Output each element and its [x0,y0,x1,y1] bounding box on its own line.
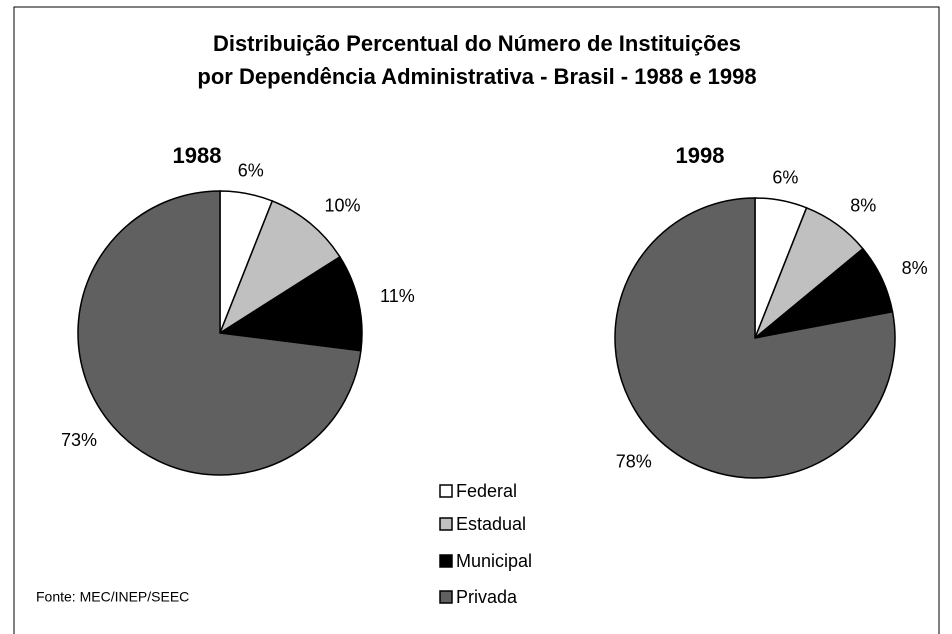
pie-title: 1998 [676,143,725,168]
source-note: Fonte: MEC/INEP/SEEC [36,589,189,605]
legend-label: Federal [456,481,517,501]
legend-label: Municipal [456,551,532,571]
pie-slice [77,190,362,476]
legend-swatch [439,590,453,604]
data-label: 73% [61,430,97,450]
data-label: 8% [902,258,928,278]
chart-title: por Dependência Administrativa - Brasil … [197,64,756,89]
data-label: 11% [380,286,415,306]
pie-slice [217,255,363,352]
chart-title: Distribuição Percentual do Número de Ins… [213,31,741,56]
legend-label: Privada [456,587,518,607]
data-label: 10% [325,195,361,215]
pie-title: 1988 [173,143,222,168]
data-label: 78% [616,452,652,472]
data-label: 6% [238,161,264,181]
legend-swatch [439,554,453,568]
legend-swatch [439,484,453,498]
pie-slice [614,197,896,479]
legend-label: Estadual [456,514,526,534]
data-label: 8% [850,196,876,216]
data-label: 6% [772,168,798,188]
pie-slice [218,199,341,335]
legend-swatch [439,517,453,531]
